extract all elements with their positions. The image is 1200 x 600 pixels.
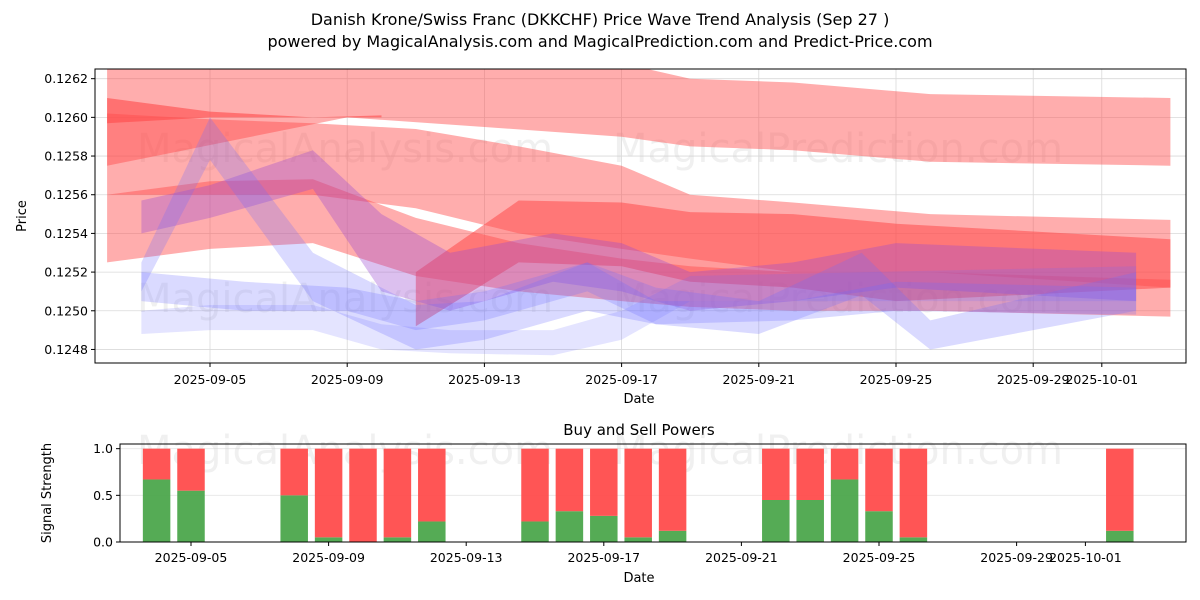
- buy-sell-plot-frame: [119, 443, 1187, 543]
- chart-subtitle: powered by MagicalAnalysis.com and Magic…: [267, 32, 933, 51]
- sell-bar: [624, 448, 652, 538]
- watermark-text: MagicalAnalysis.com: [137, 428, 553, 474]
- buy-sell-y-tick-label: 0.5: [93, 488, 113, 503]
- watermark-text: MagicalPrediction.com: [613, 428, 1063, 474]
- price-x-tick-label: 2025-09-17: [585, 372, 658, 387]
- sell-bar: [796, 448, 824, 500]
- buy-bar: [658, 530, 687, 542]
- sell-bar: [142, 448, 171, 480]
- price-x-tick-label: 2025-09-05: [174, 372, 247, 387]
- buy-sell-grid: [120, 448, 1186, 543]
- price-band-purple-wave-1: [141, 150, 1137, 311]
- price-x-tick-label: 2025-09-21: [722, 372, 795, 387]
- buy-bar: [383, 537, 412, 542]
- buy-bar: [418, 521, 446, 542]
- sell-bar: [383, 448, 412, 538]
- buy-sell-x-tick-label: 2025-09-21: [705, 550, 778, 565]
- buy-sell-title: Buy and Sell Powers: [563, 421, 715, 439]
- price-y-axis-label: Price: [15, 200, 30, 232]
- price-band-red-upper-band: [107, 69, 1171, 166]
- price-x-axis-label: Date: [623, 392, 654, 407]
- price-x-tick-label: 2025-10-01: [1065, 372, 1138, 387]
- price-y-tick-label: 0.1260: [44, 110, 88, 125]
- price-y-tick-label: 0.1248: [44, 342, 88, 357]
- buy-sell-x-tick-label: 2025-09-25: [843, 550, 916, 565]
- buy-sell-y-tick-label: 1.0: [93, 441, 113, 456]
- price-y-tick-label: 0.1262: [44, 71, 88, 86]
- price-plot-frame: [94, 68, 1187, 364]
- sell-bar: [177, 448, 205, 491]
- buy-sell-y-axis-label: Signal Strength: [40, 443, 55, 543]
- buy-sell-x-tick-label: 2025-09-13: [430, 550, 503, 565]
- buy-sell-y-ticks: 0.0 0.5 1.0: [93, 441, 120, 550]
- watermark-text: MagicalAnalysis.com: [137, 126, 553, 172]
- buy-bar: [796, 500, 824, 542]
- buy-sell-x-tick-label: 2025-09-09: [292, 550, 365, 565]
- buy-sell-x-axis-label: Date: [623, 571, 654, 586]
- sell-bar: [658, 448, 687, 531]
- price-band-red-strong-band: [415, 200, 1171, 327]
- buy-sell-x-ticks: 2025-09-05 2025-09-09 2025-09-13 2025-09-17…: [155, 542, 1122, 565]
- buy-bar: [830, 479, 859, 542]
- watermark-text: MagicalPrediction.com: [613, 126, 1063, 172]
- price-x-tick-label: 2025-09-09: [311, 372, 384, 387]
- buy-bar: [762, 500, 790, 542]
- price-y-tick-label: 0.1252: [44, 265, 88, 280]
- sell-bar: [1106, 448, 1134, 531]
- sell-bar: [280, 448, 308, 496]
- sell-bar: [762, 448, 790, 500]
- buy-sell-x-tick-label: 2025-09-05: [155, 550, 228, 565]
- buy-bar: [899, 537, 928, 542]
- buy-sell-watermarks: MagicalAnalysis.com MagicalPrediction.com: [137, 428, 1063, 474]
- price-band-blue-wave-1: [141, 117, 1137, 350]
- price-band-red-thin-trend: [107, 98, 382, 124]
- buy-sell-x-tick-label: 2025-10-01: [1049, 550, 1122, 565]
- buy-bar: [865, 511, 893, 542]
- price-x-tick-label: 2025-09-29: [997, 372, 1070, 387]
- sell-bar: [830, 448, 859, 480]
- buy-bar: [624, 537, 652, 542]
- price-wave-chart: MagicalAnalysis.com MagicalPrediction.com…: [15, 68, 1187, 407]
- buy-sell-x-tick-label: 2025-09-29: [980, 550, 1053, 565]
- price-y-tick-label: 0.1254: [44, 226, 88, 241]
- chart-title: Danish Krone/Swiss Franc (DKKCHF) Price …: [310, 10, 890, 29]
- buy-bar: [555, 511, 584, 542]
- sell-bar: [865, 448, 893, 512]
- price-band-blue-wave-2: [141, 266, 1137, 356]
- buy-bar: [590, 515, 618, 542]
- price-x-tick-label: 2025-09-13: [448, 372, 521, 387]
- sell-bar: [314, 448, 343, 538]
- sell-bar: [590, 448, 618, 516]
- sell-bar: [418, 448, 446, 522]
- price-grid: [95, 69, 1186, 363]
- buy-bar: [314, 537, 343, 542]
- price-y-tick-label: 0.1250: [44, 303, 88, 318]
- price-y-tick-label: 0.1256: [44, 187, 88, 202]
- buy-sell-x-tick-label: 2025-09-17: [567, 550, 640, 565]
- sell-bar: [555, 448, 584, 512]
- sell-bar: [899, 448, 928, 538]
- price-y-ticks: 0.1248 0.1250 0.1252 0.1254 0.1256 0.1258 0.12…: [44, 71, 95, 357]
- price-bands: [107, 69, 1171, 356]
- buy-bar: [280, 495, 308, 542]
- buy-bar: [1106, 530, 1134, 542]
- sell-bar: [521, 448, 549, 522]
- price-y-tick-label: 0.1258: [44, 149, 88, 164]
- buy-bar: [142, 479, 171, 542]
- sell-bar: [349, 448, 377, 542]
- price-band-blue-wave-3: [141, 262, 1137, 331]
- buy-bar: [521, 521, 549, 542]
- buy-sell-y-tick-label: 0.0: [93, 535, 113, 550]
- buy-sell-bars: [142, 448, 1134, 542]
- buy-bar: [177, 490, 205, 542]
- price-x-tick-label: 2025-09-25: [860, 372, 933, 387]
- price-x-ticks: 2025-09-05 2025-09-09 2025-09-13 2025-09-17…: [174, 363, 1138, 387]
